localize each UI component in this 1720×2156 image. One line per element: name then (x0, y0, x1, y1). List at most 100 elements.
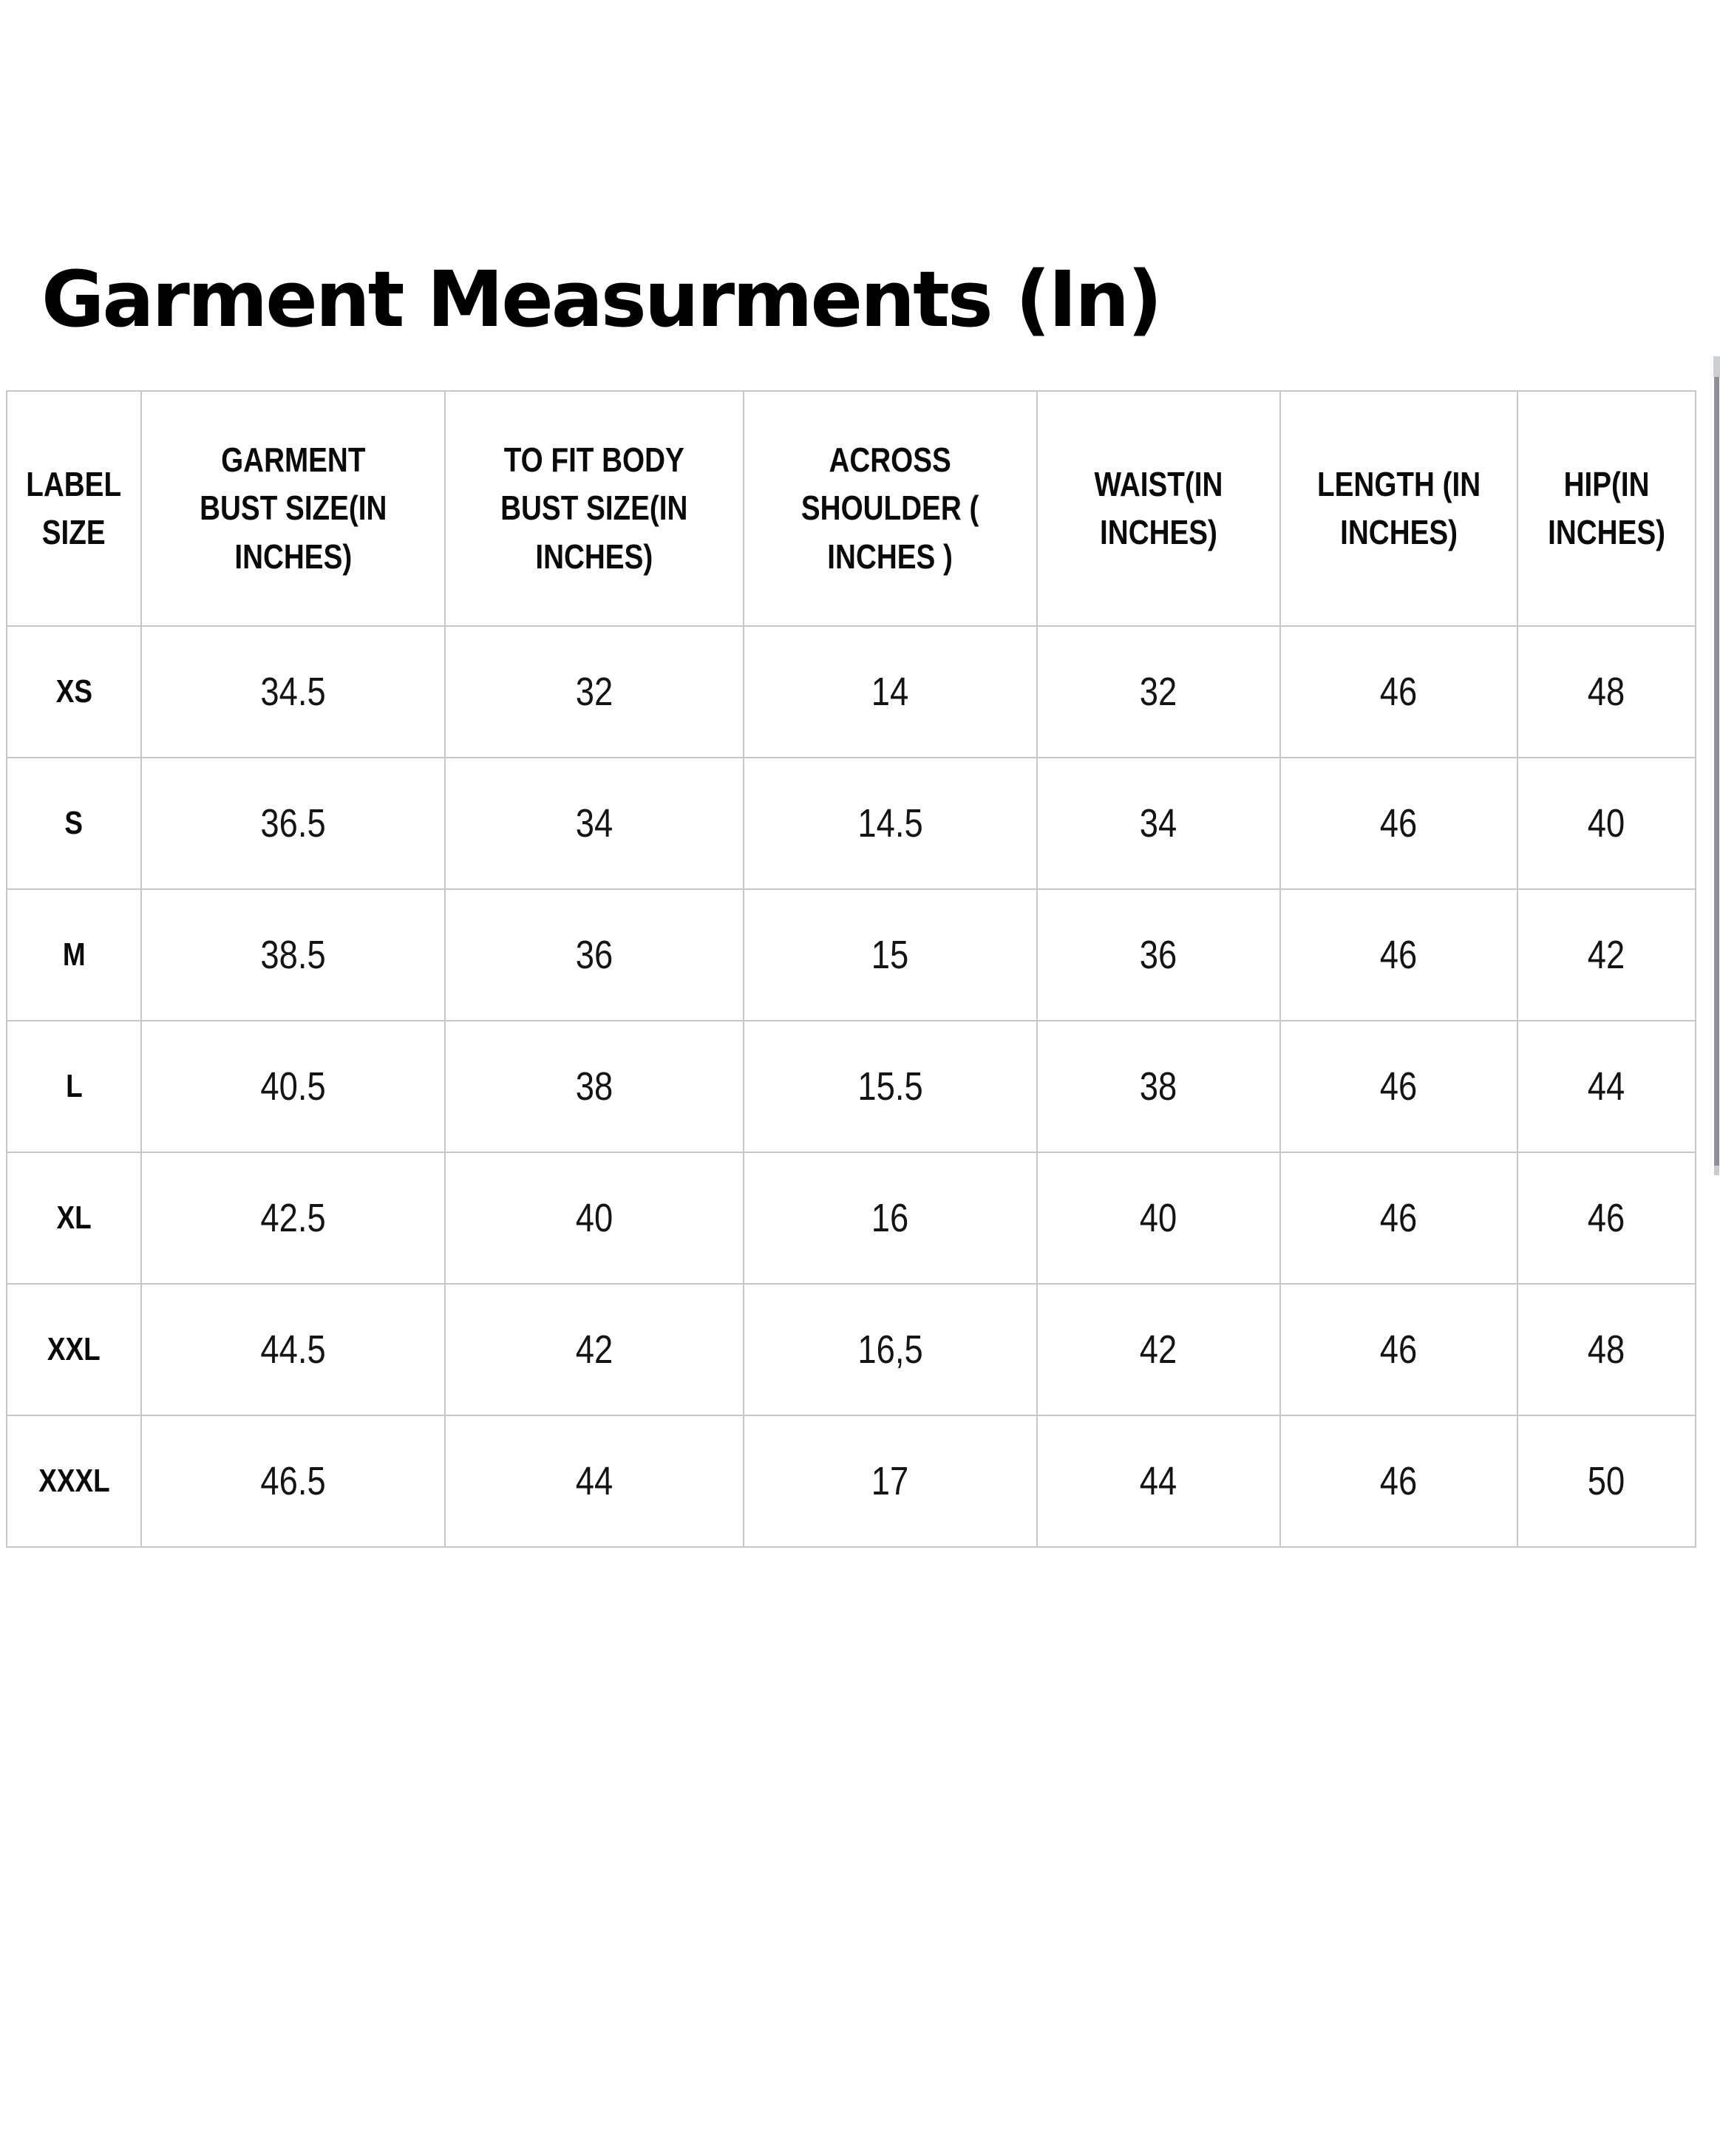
table-cell: 36 (1036, 888, 1281, 1021)
table-cell: 46 (1517, 1152, 1696, 1285)
column-header-across-shoulder: ACROSS SHOULDER ( INCHES ) (743, 390, 1038, 627)
cell-value: 44 (1140, 1459, 1177, 1503)
table-cell: 44 (444, 1415, 744, 1548)
column-header-length: LENGTH (IN INCHES) (1279, 390, 1518, 627)
cell-value: 48 (1588, 1327, 1625, 1372)
column-header-garment-bust: GARMENT BUST SIZE(IN INCHES) (140, 390, 446, 627)
table-cell: 16,5 (743, 1283, 1038, 1416)
table-cell: 40 (1036, 1152, 1281, 1285)
table-cell: 42 (444, 1283, 744, 1416)
table-cell: 46 (1279, 1415, 1518, 1548)
column-header-label-size: LABEL SIZE (6, 390, 142, 627)
cell-value: 14 (871, 670, 909, 714)
table-cell: 44 (1517, 1020, 1696, 1153)
cell-value: 44 (1588, 1064, 1625, 1109)
cell-value: 40 (575, 1196, 613, 1240)
table-cell: 15 (743, 888, 1038, 1021)
cell-value: 40 (1140, 1196, 1177, 1240)
table-row-xxxl: XXXL 46.5 44 17 44 46 50 (6, 1415, 1696, 1548)
column-header-text: LENGTH (IN INCHES) (1316, 464, 1481, 551)
table-cell: 38 (1036, 1020, 1281, 1153)
row-label: XXL (6, 1283, 142, 1416)
table-cell: 38 (444, 1020, 744, 1153)
column-header-hip: HIP(IN INCHES) (1517, 390, 1696, 627)
cell-value: 15 (871, 933, 909, 977)
cell-value: 46 (1380, 1064, 1418, 1109)
table-cell: 44.5 (140, 1283, 446, 1416)
cell-value: 15.5 (857, 1064, 923, 1109)
column-header-text: GARMENT BUST SIZE(IN INCHES) (199, 441, 387, 576)
row-label: S (6, 757, 142, 890)
cell-value: 14.5 (857, 801, 923, 846)
table-cell: 40 (1517, 757, 1696, 890)
table-cell: 16 (743, 1152, 1038, 1285)
column-header-text: LABEL SIZE (26, 464, 122, 551)
table-cell: 42 (1036, 1283, 1281, 1416)
table-cell: 32 (1036, 625, 1281, 758)
cell-value: 44 (575, 1459, 613, 1503)
table-cell: 44 (1036, 1415, 1281, 1548)
column-header-waist: WAIST(IN INCHES) (1036, 390, 1281, 627)
table-cell: 17 (743, 1415, 1038, 1548)
scrollbar-thumb[interactable] (1714, 377, 1719, 1166)
table-row-xxl: XXL 44.5 42 16,5 42 46 48 (6, 1283, 1696, 1416)
table-cell: 48 (1517, 625, 1696, 758)
cell-value: 16,5 (857, 1327, 923, 1372)
table-cell: 46 (1279, 625, 1518, 758)
size-chart-table: LABEL SIZE GARMENT BUST SIZE(IN INCHES) … (6, 390, 1696, 1548)
cell-value: 46 (1380, 801, 1418, 846)
cell-value: 46.5 (260, 1459, 326, 1503)
cell-value: 40.5 (260, 1064, 326, 1109)
cell-value: 46 (1380, 1459, 1418, 1503)
cell-value: 34.5 (260, 670, 326, 714)
table-cell: 36.5 (140, 757, 446, 890)
row-label: XL (6, 1152, 142, 1285)
column-header-text: TO FIT BODY BUST SIZE(IN INCHES) (500, 441, 688, 576)
cell-value: 46 (1588, 1196, 1625, 1240)
column-header-text: ACROSS SHOULDER ( INCHES ) (801, 441, 979, 576)
table-row-xl: XL 42.5 40 16 40 46 46 (6, 1152, 1696, 1285)
cell-value: 38.5 (260, 933, 326, 977)
cell-value: 34 (1140, 801, 1177, 846)
table-row-xs: XS 34.5 32 14 32 46 48 (6, 625, 1696, 758)
row-label: XS (6, 625, 142, 758)
table-cell: 46.5 (140, 1415, 446, 1548)
table-cell: 42.5 (140, 1152, 446, 1285)
column-header-text: WAIST(IN INCHES) (1094, 464, 1223, 551)
table-cell: 15.5 (743, 1020, 1038, 1153)
cell-value: 50 (1588, 1459, 1625, 1503)
table-row-s: S 36.5 34 14.5 34 46 40 (6, 757, 1696, 890)
cell-value: 46 (1380, 670, 1418, 714)
table-cell: 32 (444, 625, 744, 758)
table-cell: 40 (444, 1152, 744, 1285)
table-cell: 46 (1279, 888, 1518, 1021)
table-cell: 46 (1279, 1020, 1518, 1153)
table-cell: 36 (444, 888, 744, 1021)
page-title: Garment Measurments (In) (41, 254, 1163, 344)
scrollbar-end-cap (1714, 1166, 1719, 1175)
cell-value: 36 (575, 933, 613, 977)
header-row: LABEL SIZE GARMENT BUST SIZE(IN INCHES) … (6, 390, 1696, 627)
column-header-body-bust: TO FIT BODY BUST SIZE(IN INCHES) (444, 390, 744, 627)
table-cell: 42 (1517, 888, 1696, 1021)
cell-value: 46 (1380, 933, 1418, 977)
table-cell: 50 (1517, 1415, 1696, 1548)
table-row-m: M 38.5 36 15 36 46 42 (6, 888, 1696, 1021)
table-cell: 46 (1279, 757, 1518, 890)
table-cell: 46 (1279, 1283, 1518, 1416)
row-label-text: XL (56, 1200, 92, 1236)
row-label-text: S (64, 805, 84, 841)
table-cell: 14 (743, 625, 1038, 758)
cell-value: 36 (1140, 933, 1177, 977)
row-label-text: L (65, 1068, 83, 1104)
table-cell: 40.5 (140, 1020, 446, 1153)
cell-value: 32 (575, 670, 613, 714)
scrollbar-top-cap (1713, 356, 1720, 377)
row-label-text: XS (55, 673, 92, 710)
table-row-l: L 40.5 38 15.5 38 46 44 (6, 1020, 1696, 1153)
row-label: M (6, 888, 142, 1021)
cell-value: 46 (1380, 1196, 1418, 1240)
cell-value: 38 (575, 1064, 613, 1109)
cell-value: 42 (1588, 933, 1625, 977)
